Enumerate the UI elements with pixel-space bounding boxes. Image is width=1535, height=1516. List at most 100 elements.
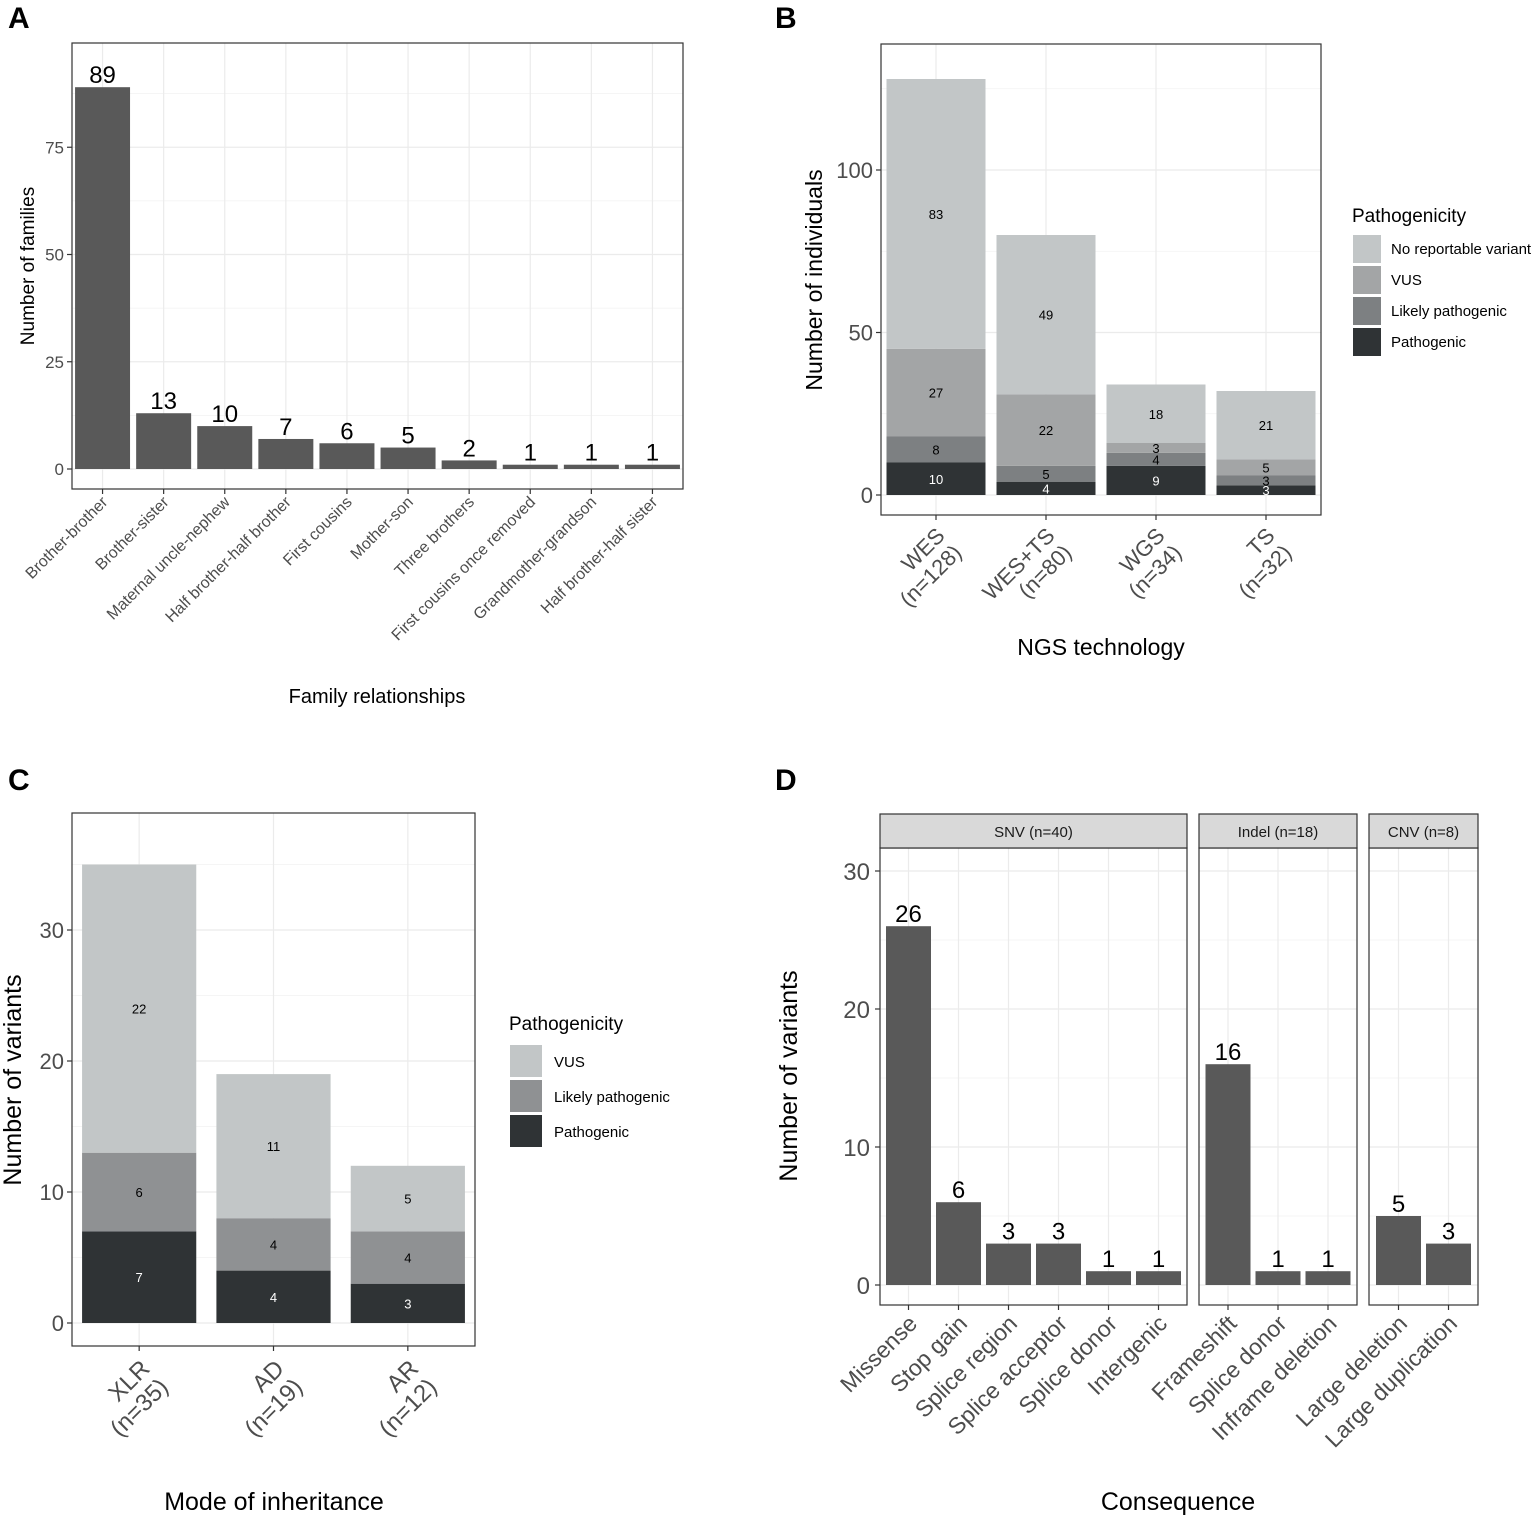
legend-label: VUS xyxy=(1391,272,1422,289)
bar xyxy=(1426,1243,1471,1285)
y-tick-label: 20 xyxy=(843,997,870,1024)
segment-label: 10 xyxy=(929,472,943,487)
segment-label: 3 xyxy=(1152,441,1159,456)
bar-segment xyxy=(886,348,986,437)
x-axis-title: Consequence xyxy=(1101,1488,1255,1516)
legend-swatch xyxy=(510,1115,542,1147)
plot-frame xyxy=(880,43,1322,516)
y-tick-label: 25 xyxy=(45,353,64,372)
y-tick-label: 50 xyxy=(849,321,873,346)
data-label: 6 xyxy=(340,418,353,445)
data-label: 1 xyxy=(1152,1246,1165,1273)
bar-segment xyxy=(996,235,1096,395)
data-label: 1 xyxy=(646,440,659,467)
bar-segment xyxy=(82,864,197,1153)
segment-label: 21 xyxy=(1259,418,1273,433)
bar xyxy=(258,438,314,469)
x-axis-title: Mode of inheritance xyxy=(164,1488,384,1516)
segment-label: 5 xyxy=(1042,467,1049,482)
bar-segment xyxy=(886,436,986,463)
y-tick-label: 0 xyxy=(857,1273,870,1300)
legend-swatch xyxy=(1353,328,1381,356)
legend-label: Pathogenic xyxy=(1391,334,1467,351)
y-axis-title: Number of families xyxy=(18,187,39,345)
bar xyxy=(197,426,253,469)
bar-segment xyxy=(1106,452,1206,466)
data-label: 5 xyxy=(1392,1191,1405,1218)
data-label: 16 xyxy=(1215,1039,1242,1066)
bar xyxy=(319,443,375,469)
segment-label: 9 xyxy=(1152,473,1159,488)
plot-frame xyxy=(71,42,684,490)
segment-label: 4 xyxy=(404,1251,411,1266)
bar-segment xyxy=(1106,384,1206,443)
x-tick-label: WES+TS(n=80) xyxy=(977,523,1076,622)
y-tick-label: 100 xyxy=(836,158,873,183)
facet-strip xyxy=(1368,813,1479,849)
x-tick-label: Half brother-half sister xyxy=(538,493,662,617)
bar xyxy=(1205,1064,1251,1285)
segment-label: 3 xyxy=(1262,473,1269,488)
bar xyxy=(75,87,131,469)
data-label: 7 xyxy=(279,414,292,441)
segment-label: 3 xyxy=(404,1296,411,1311)
y-tick-label: 30 xyxy=(40,918,64,943)
data-label: 6 xyxy=(952,1177,965,1204)
y-tick-label: 75 xyxy=(45,138,64,157)
data-label: 10 xyxy=(211,401,238,428)
data-label: 3 xyxy=(1052,1219,1065,1246)
bar-segment xyxy=(1106,443,1206,453)
segment-label: 83 xyxy=(929,207,943,222)
y-tick-label: 20 xyxy=(40,1049,64,1074)
bar-segment xyxy=(996,465,1096,482)
x-tick-label: Grandmother-grandson xyxy=(471,494,601,624)
data-label: 1 xyxy=(524,440,537,467)
panel-c-letter: C xyxy=(8,764,30,797)
segment-label: 22 xyxy=(132,1002,146,1017)
segment-label: 4 xyxy=(270,1237,277,1252)
bar-segment xyxy=(1216,391,1316,460)
segment-label: 8 xyxy=(932,443,939,458)
bar xyxy=(441,460,497,469)
x-tick-label: Maternal uncle-nephew xyxy=(104,493,234,623)
x-tick-label: Half brother-half brother xyxy=(163,493,296,626)
bar-segment xyxy=(350,1231,465,1284)
facet-strip xyxy=(879,813,1188,849)
panel-c-chart: 7 6 22 4 4 11 3 4 5 0 10 20 30 XLR(n=35) AD(n=19) AR(n=… xyxy=(0,812,670,1516)
facet-strip-label: Indel (n=18) xyxy=(1238,824,1318,841)
y-tick-label: 0 xyxy=(861,483,873,508)
bar-segment xyxy=(1216,475,1316,486)
segment-label: 7 xyxy=(136,1270,143,1285)
bar xyxy=(936,1202,981,1285)
bar xyxy=(624,464,680,469)
bar xyxy=(563,464,619,469)
legend-swatch xyxy=(1353,235,1381,263)
bar-segment xyxy=(216,1218,331,1271)
x-tick-label: TS(n=32) xyxy=(1216,523,1296,603)
segment-label: 5 xyxy=(404,1192,411,1207)
segment-label: 49 xyxy=(1039,308,1053,323)
data-label: 1 xyxy=(1102,1246,1115,1273)
plot-background xyxy=(880,848,1187,1305)
bar-segment xyxy=(216,1074,331,1219)
data-label: 5 xyxy=(401,423,414,450)
legend-label: No reportable variant xyxy=(1391,241,1532,258)
segment-label: 4 xyxy=(1152,452,1159,467)
y-tick-label: 10 xyxy=(40,1180,64,1205)
bar xyxy=(1305,1271,1351,1285)
facet-strip xyxy=(1198,813,1358,849)
y-tick-label: 0 xyxy=(52,1311,64,1336)
x-tick-label: AR(n=12) xyxy=(355,1355,442,1442)
x-tick-label: WES(n=128) xyxy=(878,523,967,612)
bar xyxy=(1086,1271,1131,1285)
data-label: 3 xyxy=(1002,1219,1015,1246)
data-label: 1 xyxy=(1271,1246,1284,1273)
segment-label: 5 xyxy=(1262,460,1269,475)
bar-segment xyxy=(996,482,1096,495)
bar-segment xyxy=(996,394,1096,466)
y-tick-label: 50 xyxy=(45,246,64,265)
